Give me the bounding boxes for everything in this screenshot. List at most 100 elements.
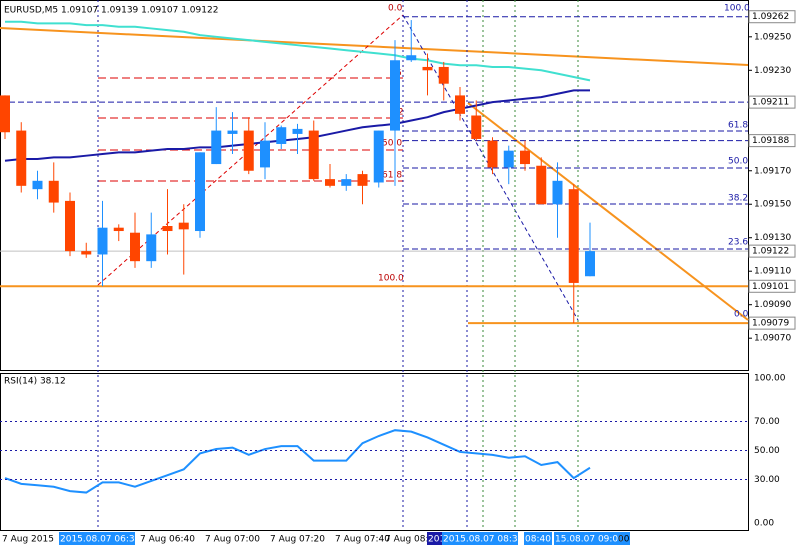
candle-body: [162, 226, 173, 232]
candle-body: [81, 251, 92, 255]
fib-label: 38.2: [728, 194, 748, 204]
candle-body: [0, 95, 10, 133]
x-tick-label: 7 Aug 07:00: [205, 535, 260, 545]
x-tick-label: 7 Aug 2015: [2, 535, 54, 545]
candle-body: [146, 234, 157, 262]
rsi-line: [4, 429, 591, 494]
candle-body: [552, 180, 563, 205]
moving-average: [5, 20, 591, 82]
price-label: 1.09262: [752, 12, 789, 22]
fib-line: [402, 14, 579, 321]
x-tick-label: 2015.08.07 06:30: [60, 535, 141, 545]
candle-body: [195, 152, 205, 232]
x-tick-label: 201: [428, 535, 445, 545]
candle-body: [585, 251, 595, 277]
x-tick-label: 7 Aug 07:40: [335, 535, 390, 545]
price-label: 1.09188: [752, 136, 789, 146]
fib-label: 23.6: [728, 238, 748, 248]
y-tick-label: 1.09090: [754, 300, 791, 310]
price-label: 1.09079: [752, 319, 789, 329]
candle-body: [32, 180, 43, 190]
time-box: [59, 532, 135, 545]
candle-body: [130, 232, 140, 262]
vertical-lines-2: [97, 0, 468, 530]
candle-body: [292, 128, 303, 134]
price-box: [748, 95, 796, 109]
time-box: [524, 532, 552, 545]
time-box: [427, 532, 442, 545]
x-tick-label: 2015.08.07 08:30: [443, 535, 524, 545]
x-tick-label: 00: [618, 535, 630, 545]
rsi-panel: [0, 373, 749, 531]
y-tick-label: 0.00: [754, 519, 774, 529]
candle-body: [260, 140, 270, 168]
x-tick-label: 7 Aug 06:40: [140, 535, 195, 545]
y-tick-label: 1.09130: [754, 233, 791, 243]
x-tick-label: 08:40: [525, 535, 551, 545]
candle-body: [243, 130, 254, 171]
price-box: [748, 279, 796, 293]
x-tick-label: 7 Aug 07:20: [270, 535, 325, 545]
fib-label: 50.0: [728, 157, 748, 167]
trend-line: [0, 27, 749, 66]
candle-body: [308, 130, 319, 180]
chart-title: EURUSD,M5 1.09107 1.09139 1.09107 1.0912…: [4, 6, 218, 16]
candle-body: [178, 222, 189, 230]
time-box: [442, 532, 518, 545]
price-box: [748, 316, 796, 330]
price-box: [748, 134, 796, 148]
fib-label: 61.8: [728, 121, 748, 131]
y-tick-label: 30.00: [754, 475, 780, 485]
price-panel: [0, 0, 749, 371]
y-tick-label: 50.00: [754, 446, 780, 456]
candle-body: [97, 227, 108, 255]
fib-label: 100.0: [378, 274, 404, 284]
y-tick-label: 1.09110: [754, 267, 791, 277]
candle-body: [373, 130, 384, 183]
candle-body: [357, 174, 368, 186]
candle-body: [113, 227, 124, 232]
candle-body: [48, 180, 59, 203]
candle-body: [65, 200, 75, 252]
candle-body: [390, 60, 400, 131]
y-tick-label: 1.09150: [754, 200, 791, 210]
candle-body: [406, 55, 417, 61]
candle-body: [276, 127, 287, 144]
y-tick-label: 1.09250: [754, 32, 791, 42]
price-label: 1.09101: [752, 282, 789, 292]
trend-line: [467, 102, 749, 321]
y-tick-label: 70.00: [754, 417, 780, 427]
candle-body: [422, 66, 433, 71]
y-tick-label: 1.09170: [754, 166, 791, 176]
candle-body: [16, 130, 27, 186]
candle-body: [455, 95, 465, 114]
x-tick-label: 7 Aug 08:: [385, 535, 429, 545]
rsi-title: RSI(14) 38.12: [4, 377, 66, 387]
x-tick-label: 15.08.07 09:00: [555, 535, 624, 545]
candle-body: [211, 130, 222, 165]
candle-body: [487, 140, 498, 168]
fib-label: 61.8: [382, 171, 402, 181]
fib-label: 0.0: [734, 310, 749, 320]
y-tick-label: 1.09230: [754, 66, 791, 76]
candle-body: [438, 66, 449, 84]
time-box: [554, 532, 630, 545]
price-label: 1.09122: [752, 247, 789, 257]
price-box: [748, 244, 796, 258]
candle-body: [471, 115, 482, 139]
candle-body: [341, 179, 352, 186]
price-label: 1.09211: [752, 98, 789, 108]
fib-label: 0.0: [388, 4, 403, 14]
candle-body: [520, 150, 530, 165]
fib-label: 100.0: [724, 4, 750, 14]
candle-body: [536, 165, 547, 205]
candle-body: [503, 150, 514, 168]
y-tick-label: 1.09070: [754, 334, 791, 344]
price-box: [748, 10, 796, 24]
candle-body: [325, 179, 335, 186]
fib-label: 50.0: [382, 139, 402, 149]
candle-body: [227, 130, 238, 134]
candle-body: [568, 189, 579, 283]
y-tick-label: 100.00: [754, 374, 786, 384]
